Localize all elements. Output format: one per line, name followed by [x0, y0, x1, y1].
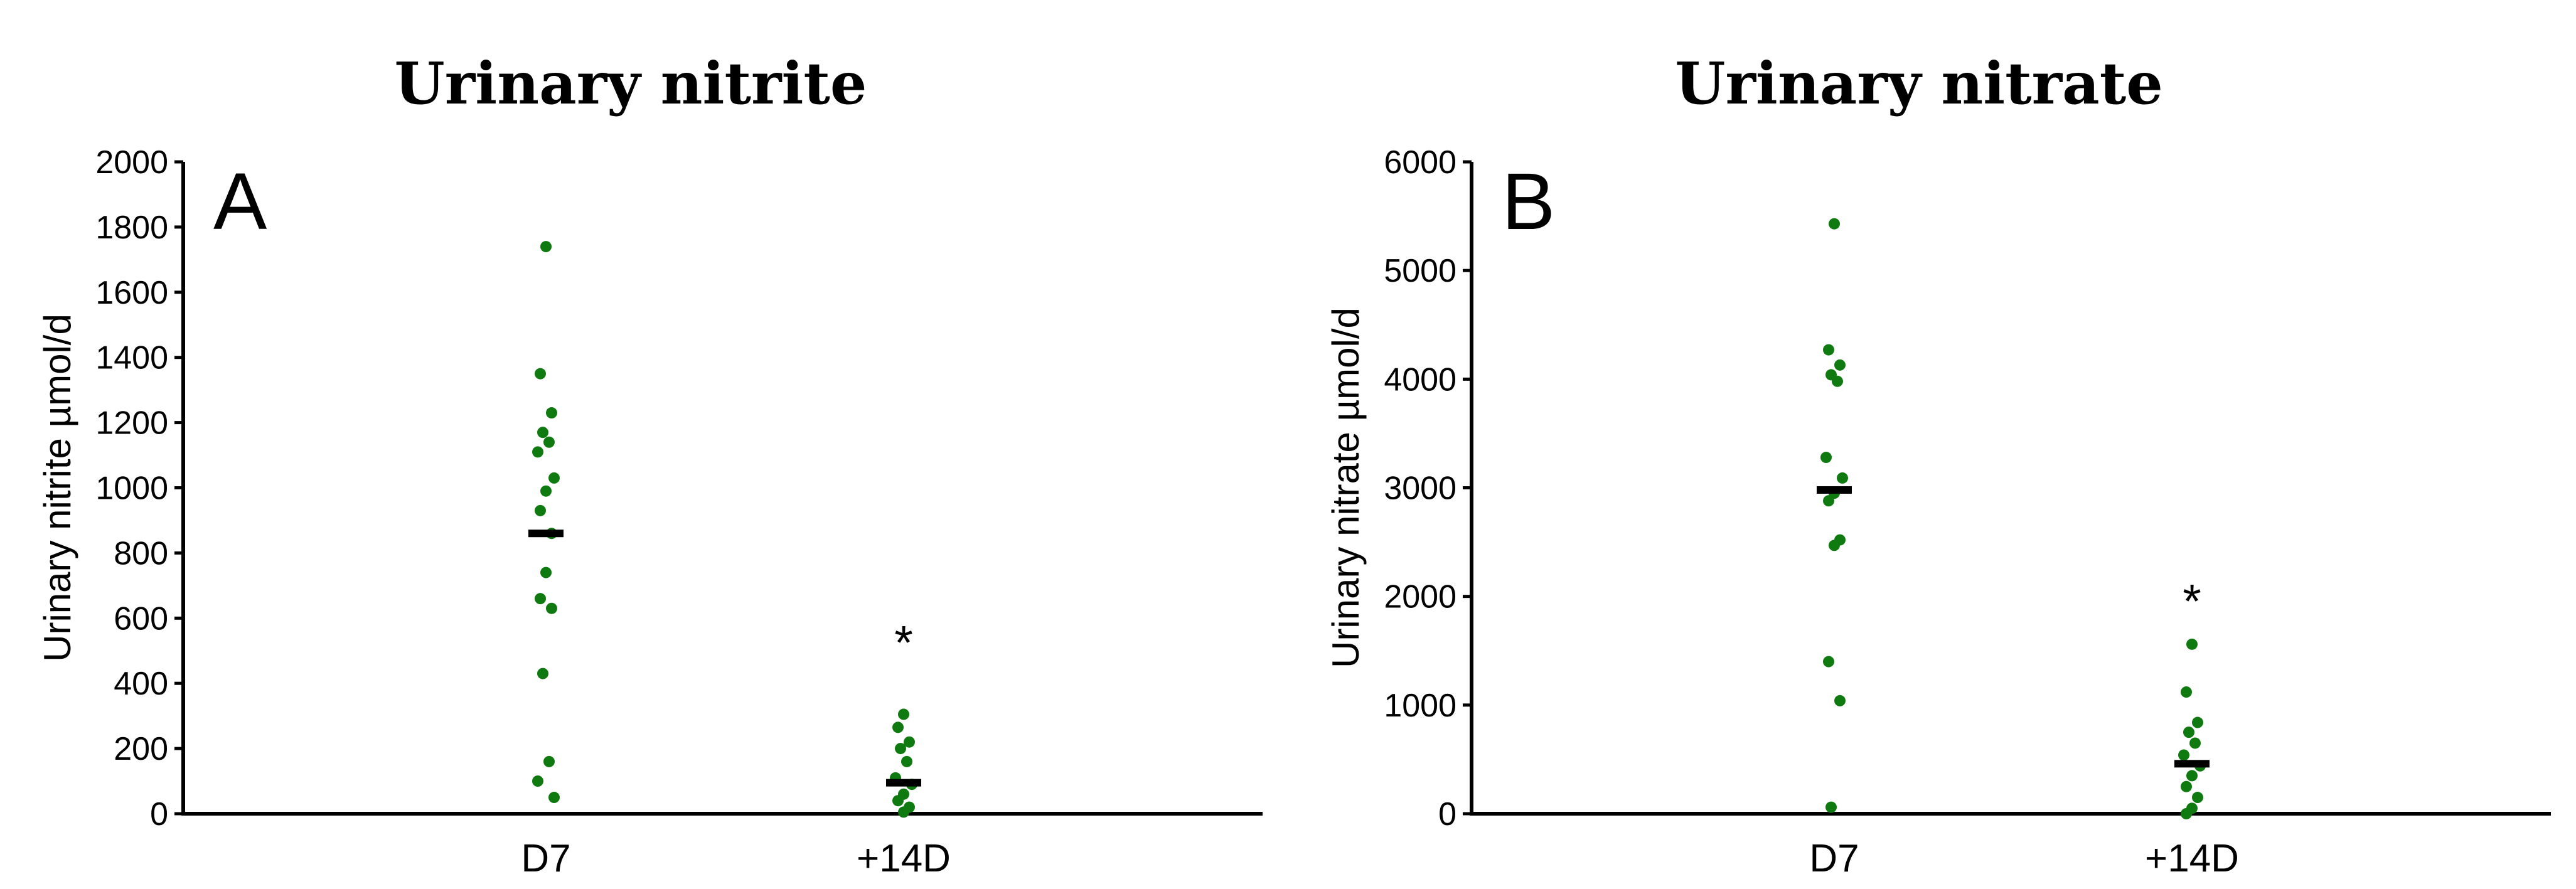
- x-tick-label: D7: [1809, 837, 1859, 880]
- data-point: [2178, 749, 2189, 761]
- mean-marker: [886, 779, 921, 787]
- x-tick-label: +14D: [2145, 837, 2239, 880]
- data-point: [548, 792, 560, 804]
- data-point: [898, 708, 909, 720]
- data-point: [1823, 656, 1834, 668]
- y-tick-label: 5000: [1384, 253, 1456, 289]
- significance-asterisk: *: [894, 616, 913, 669]
- y-tick-label: 6000: [1384, 144, 1456, 181]
- y-axis-label: Urinary nitrite µmol/d: [36, 314, 78, 662]
- panel-a: Urinary nitrite A Urinary nitrite µmol/d 0 2…: [36, 50, 1263, 880]
- y-tick-label: 2000: [1384, 579, 1456, 615]
- data-point: [898, 806, 909, 818]
- data-point: [1832, 375, 1843, 387]
- data-point: [2192, 792, 2203, 804]
- data-point: [2186, 638, 2198, 650]
- data-point: [2192, 716, 2203, 728]
- data-point: [895, 743, 906, 755]
- data-point: [1823, 495, 1834, 507]
- significance-asterisk: *: [2183, 575, 2201, 629]
- chart-urinary-nitrate: Urinary nitrate B Urinary nitrate µmol/d 0 1…: [1325, 50, 2551, 880]
- data-point: [2181, 780, 2192, 792]
- data-point: [548, 472, 560, 484]
- mean-marker: [528, 530, 564, 538]
- data-point: [901, 755, 912, 767]
- chart-title: Urinary nitrite: [395, 50, 867, 117]
- data-point: [535, 504, 546, 516]
- data-point: [540, 241, 552, 253]
- y-tick-label: 800: [114, 535, 168, 572]
- data-point: [904, 736, 915, 748]
- x-tick-label: D7: [521, 837, 570, 880]
- data-point: [1834, 359, 1846, 371]
- panel-b: Urinary nitrate B Urinary nitrate µmol/d 0 1…: [1288, 0, 2576, 889]
- y-tick-label: 1200: [95, 405, 168, 442]
- data-point: [1820, 452, 1832, 464]
- data-point: [1834, 695, 1846, 706]
- data-point: [543, 755, 555, 767]
- data-point: [540, 567, 552, 578]
- data-point: [537, 427, 548, 439]
- y-tick-label: 1400: [95, 340, 168, 376]
- y-tick-label: 600: [114, 600, 168, 637]
- y-tick-label: 400: [114, 666, 168, 702]
- data-point: [543, 436, 555, 448]
- mean-marker: [1817, 486, 1852, 494]
- y-tick-label: 200: [114, 731, 168, 767]
- data-point: [2181, 686, 2192, 698]
- data-point: [1823, 344, 1834, 356]
- y-tick-label: 1600: [95, 275, 168, 311]
- mean-marker: [2174, 760, 2210, 768]
- data-point: [2189, 737, 2201, 749]
- data-point: [1825, 801, 1837, 813]
- panel-letter: A: [213, 157, 267, 247]
- y-tick-label: 4000: [1384, 361, 1456, 398]
- y-tick-label: 0: [150, 796, 168, 833]
- data-point: [535, 368, 546, 380]
- data-point: [1829, 218, 1840, 230]
- chart-title: Urinary nitrate: [1675, 50, 2163, 117]
- chart-urinary-nitrite: Urinary nitrite A Urinary nitrite µmol/d 0 2…: [36, 50, 1263, 880]
- data-point: [1829, 540, 1840, 551]
- data-point: [1837, 472, 1848, 484]
- y-tick-label: 1800: [95, 210, 168, 246]
- panel-letter: B: [1502, 157, 1555, 247]
- data-point: [537, 668, 548, 679]
- data-point: [2183, 727, 2194, 738]
- data-point: [535, 593, 546, 605]
- data-point: [546, 602, 557, 614]
- y-tick-label: 2000: [95, 144, 168, 181]
- data-point: [2181, 808, 2192, 819]
- y-tick-label: 3000: [1384, 471, 1456, 507]
- y-tick-label: 0: [1438, 796, 1456, 833]
- y-tick-label: 1000: [95, 471, 168, 507]
- data-point: [546, 407, 557, 419]
- data-point: [892, 795, 904, 807]
- y-axis-label: Urinary nitrate µmol/d: [1325, 307, 1367, 668]
- data-point: [532, 446, 543, 458]
- data-point: [540, 485, 552, 497]
- data-point: [2186, 770, 2198, 782]
- x-tick-label: +14D: [857, 837, 951, 880]
- data-point: [532, 775, 543, 787]
- data-point: [892, 721, 904, 733]
- y-tick-label: 1000: [1384, 688, 1456, 724]
